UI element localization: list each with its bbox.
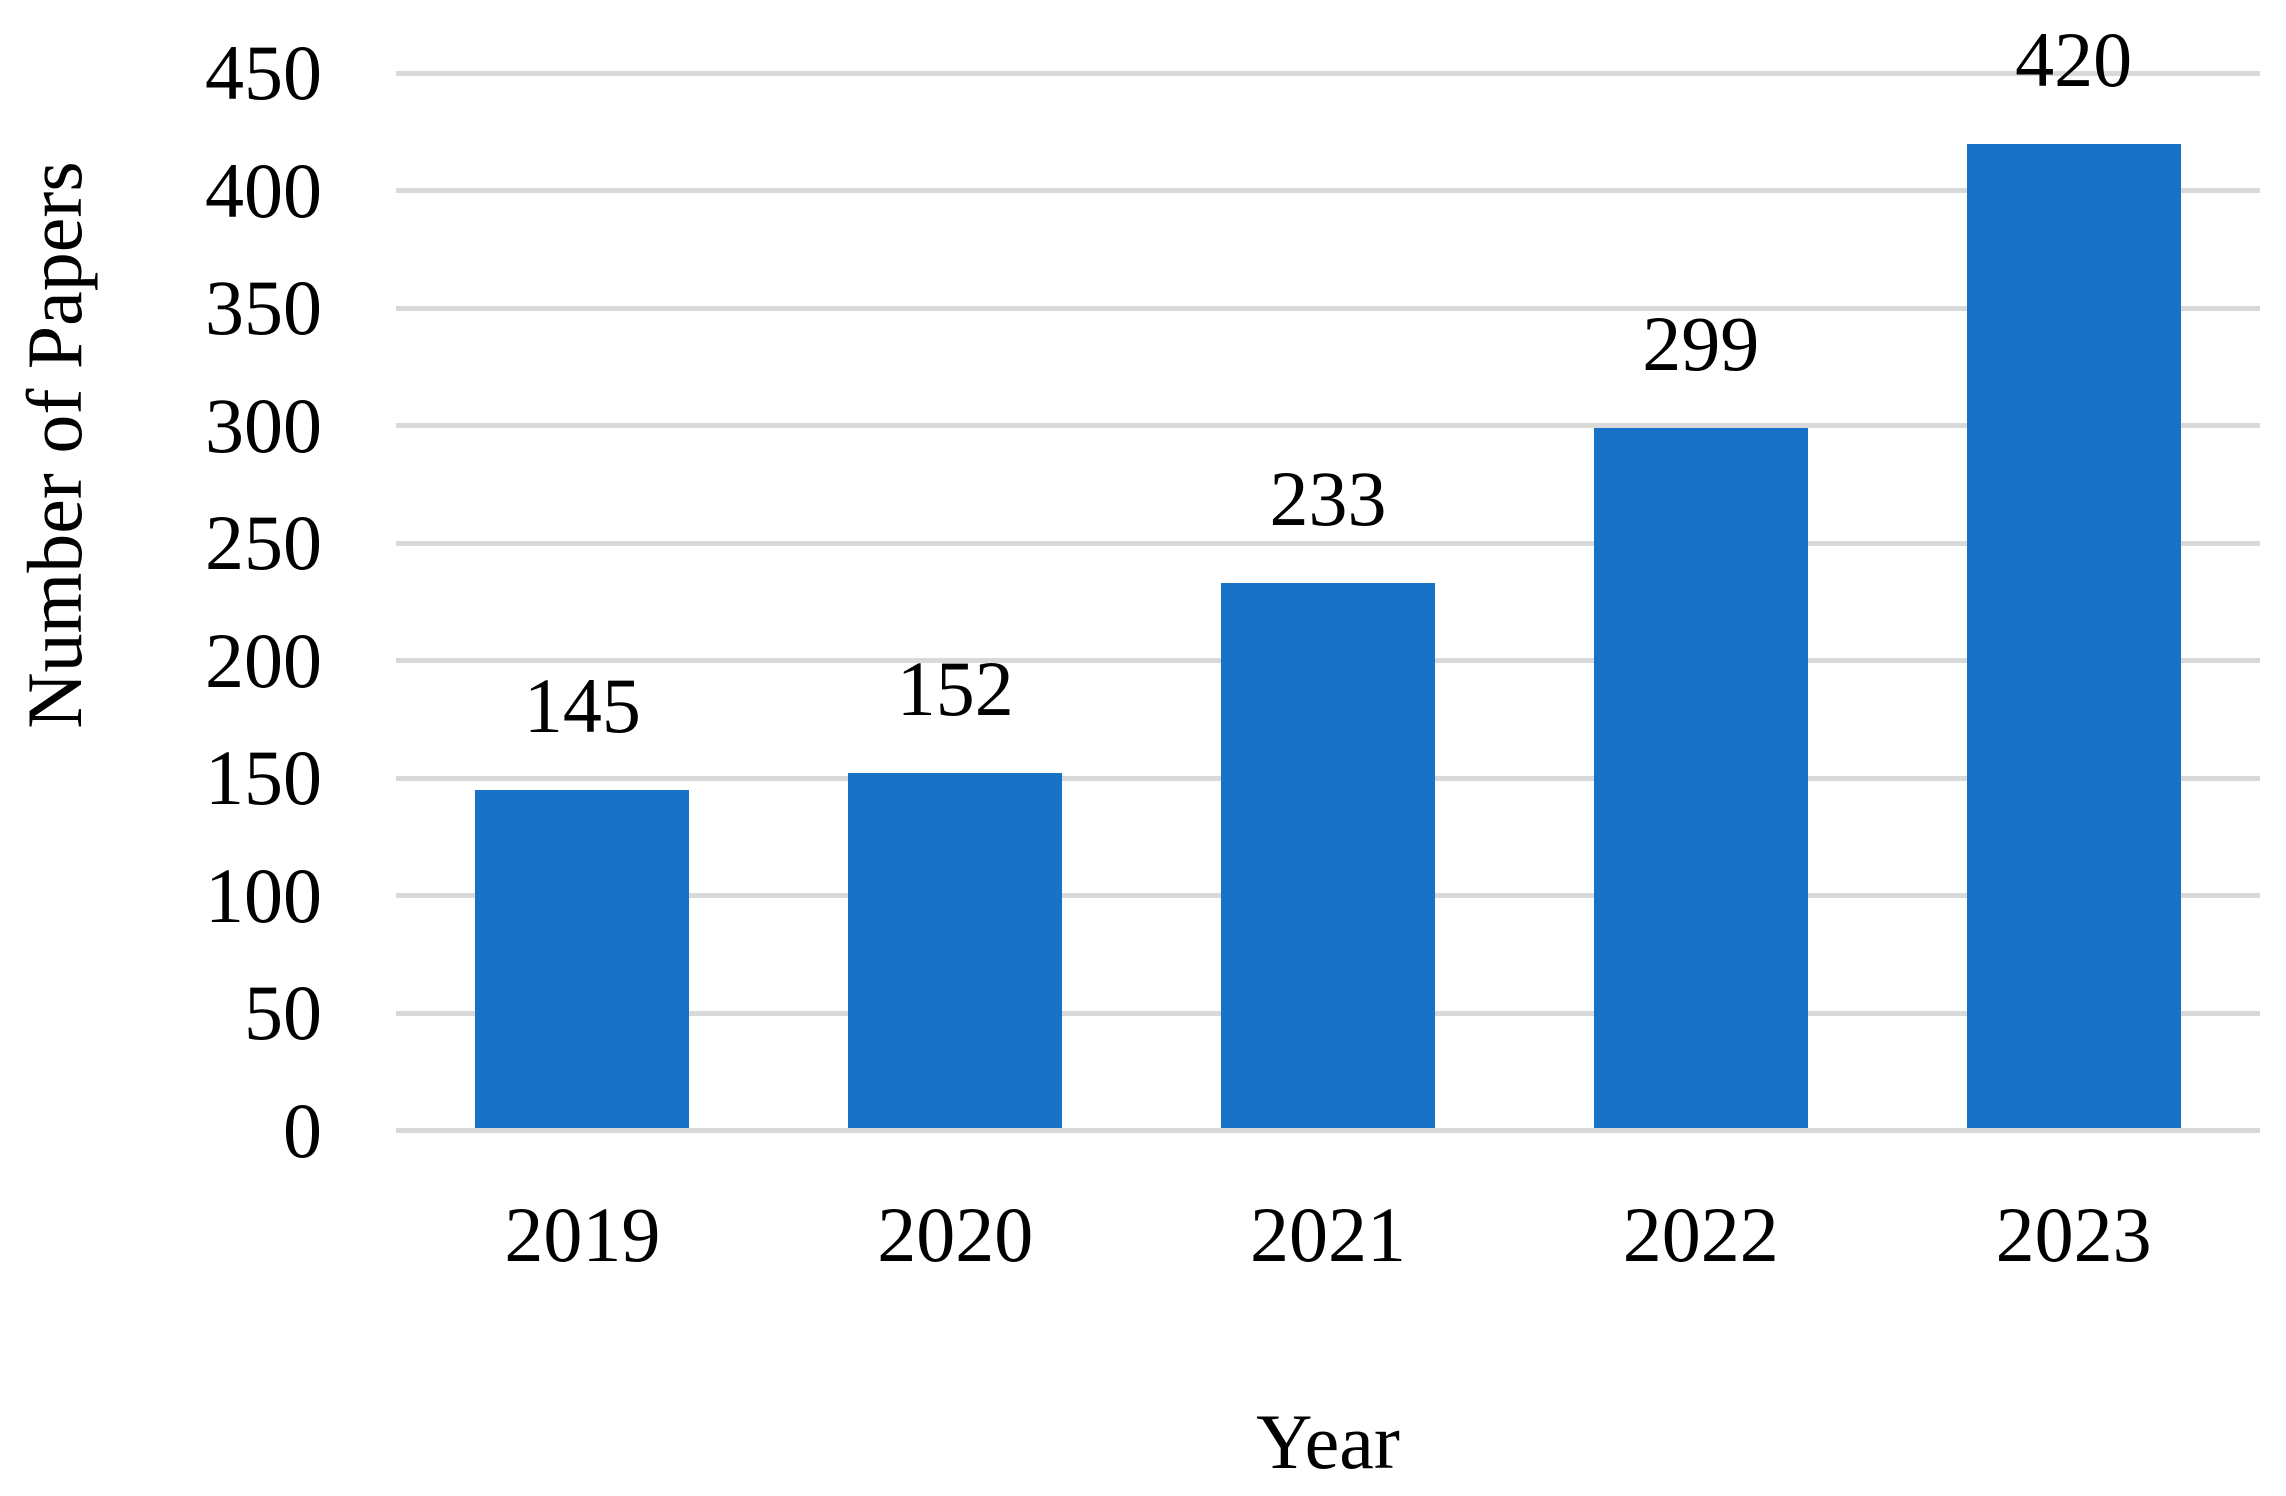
y-tick-label: 0 [283, 1086, 322, 1174]
y-tick-label: 200 [205, 616, 322, 704]
x-tick-label: 2022 [1622, 1191, 1779, 1278]
bar [1966, 143, 2181, 1128]
gridline [396, 305, 2260, 311]
y-tick-label: 150 [205, 734, 322, 822]
bar [475, 789, 690, 1128]
y-tick-label: 100 [205, 851, 322, 939]
x-tick-label: 2020 [877, 1191, 1034, 1278]
gridline [396, 1128, 2260, 1133]
bar [848, 773, 1063, 1128]
bar-value-label: 152 [896, 645, 1014, 733]
bar-value-label: 233 [1269, 455, 1387, 543]
x-tick-label: 2023 [1995, 1191, 2152, 1278]
y-tick-label: 350 [205, 264, 322, 352]
bar [1221, 583, 1435, 1128]
x-axis-title: Year [1256, 1398, 1400, 1485]
bar-value-label: 299 [1642, 300, 1760, 388]
gridline [396, 188, 2260, 194]
gridline [396, 423, 2260, 429]
x-tick-label: 2021 [1250, 1191, 1406, 1278]
y-tick-label: 50 [244, 969, 322, 1057]
bar [1593, 428, 1808, 1128]
bar-value-label: 420 [2015, 15, 2133, 103]
gridline [396, 540, 2260, 546]
y-tick-label: 400 [205, 146, 322, 234]
x-tick-label: 2019 [504, 1191, 661, 1278]
gridline [396, 70, 2260, 76]
bar-value-label: 145 [523, 661, 641, 749]
y-tick-label: 450 [205, 29, 322, 117]
y-tick-label: 300 [205, 381, 322, 469]
y-tick-label: 250 [205, 499, 322, 587]
